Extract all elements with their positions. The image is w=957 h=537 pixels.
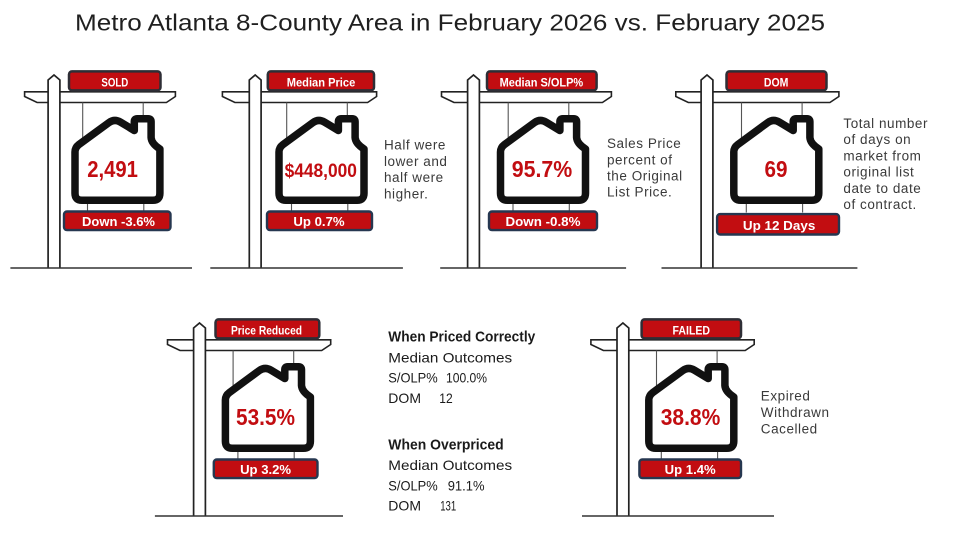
svg-text:DOM: DOM: [764, 78, 789, 90]
svg-text:Up 3.2%: Up 3.2%: [240, 462, 291, 477]
svg-text:half were: half were: [384, 170, 444, 185]
svg-text:Median Price: Median Price: [287, 78, 356, 90]
svg-text:Median Outcomes: Median Outcomes: [388, 457, 512, 473]
svg-text:When Priced Correctly: When Priced Correctly: [388, 329, 536, 346]
svg-text:date to date: date to date: [843, 181, 921, 196]
svg-text:Price Reduced: Price Reduced: [231, 326, 302, 338]
svg-text:38.8%: 38.8%: [661, 404, 721, 430]
svg-text:Cacelled: Cacelled: [761, 422, 818, 437]
svg-text:DOM: DOM: [388, 498, 421, 514]
svg-text:When Overpriced: When Overpriced: [388, 437, 503, 454]
svg-text:S/OLP%: S/OLP%: [388, 370, 437, 386]
svg-text:market from: market from: [843, 148, 921, 163]
svg-text:Up 1.4%: Up 1.4%: [665, 462, 716, 477]
svg-text:Expired: Expired: [761, 389, 811, 404]
svg-text:69: 69: [765, 156, 788, 182]
svg-text:of contract.: of contract.: [843, 197, 916, 212]
svg-text:of days on: of days on: [843, 132, 911, 147]
svg-text:Down -0.8%: Down -0.8%: [506, 214, 581, 229]
svg-text:Up 12 Days: Up 12 Days: [743, 218, 815, 233]
svg-text:Half were: Half were: [384, 138, 446, 153]
svg-text:Total number: Total number: [843, 116, 928, 131]
svg-text:12: 12: [439, 390, 453, 406]
svg-text:Metro Atlanta 8-County Area in: Metro Atlanta 8-County Area in February …: [75, 10, 825, 36]
svg-text:S/OLP%: S/OLP%: [388, 478, 437, 494]
svg-text:95.7%: 95.7%: [512, 156, 573, 182]
svg-text:DOM: DOM: [388, 390, 421, 406]
svg-text:2,491: 2,491: [87, 156, 138, 182]
svg-text:Up 0.7%: Up 0.7%: [293, 214, 345, 229]
svg-text:SOLD: SOLD: [101, 78, 128, 90]
svg-text:Sales Price: Sales Price: [607, 136, 681, 151]
svg-text:100.0%: 100.0%: [446, 370, 487, 386]
svg-text:lower and: lower and: [384, 154, 448, 169]
svg-text:Withdrawn: Withdrawn: [761, 405, 830, 420]
svg-text:FAILED: FAILED: [673, 326, 711, 338]
svg-text:$448,000: $448,000: [285, 161, 357, 182]
svg-text:the Original: the Original: [607, 168, 683, 183]
svg-text:higher.: higher.: [384, 187, 428, 202]
svg-text:91.1%: 91.1%: [448, 478, 485, 494]
svg-text:original list: original list: [843, 165, 914, 180]
svg-text:List Price.: List Price.: [607, 185, 672, 200]
svg-text:Down -3.6%: Down -3.6%: [82, 214, 155, 229]
svg-text:Median Outcomes: Median Outcomes: [388, 350, 512, 366]
svg-text:131: 131: [440, 498, 456, 514]
svg-text:53.5%: 53.5%: [236, 404, 295, 430]
svg-text:percent of: percent of: [607, 152, 673, 167]
svg-text:Median S/OLP%: Median S/OLP%: [500, 78, 584, 90]
